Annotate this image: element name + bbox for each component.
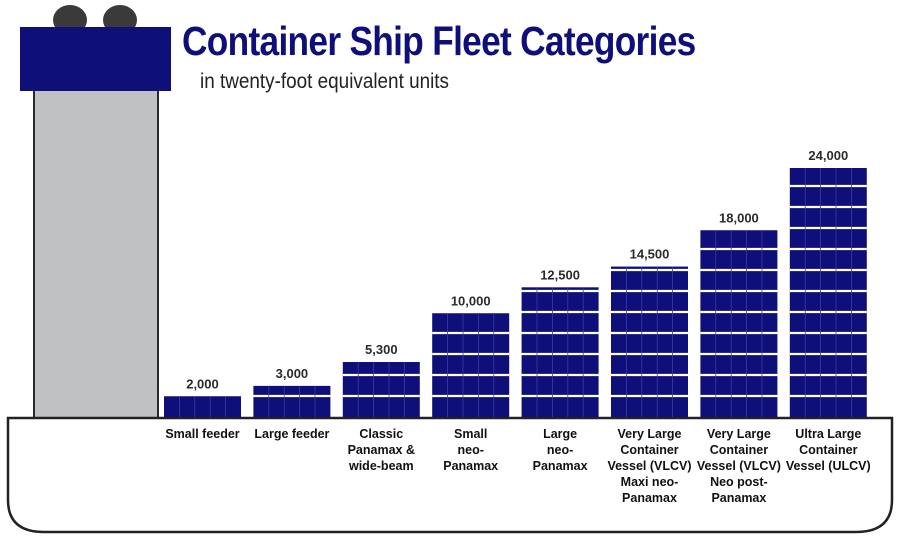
category-label-7: Ultra Large Container Vessel (ULCV)	[786, 427, 871, 473]
bar-3	[432, 313, 510, 417]
value-label-2: 5,300	[365, 342, 398, 357]
category-label-line: Maxi neo-	[621, 475, 679, 489]
bar-4	[521, 287, 599, 417]
bar-6	[700, 230, 778, 417]
category-label-line: Vessel (ULCV)	[786, 459, 871, 473]
category-label-line: Large	[543, 427, 577, 441]
bar-fill	[700, 230, 778, 417]
value-label-1: 3,000	[276, 366, 309, 381]
bar-fill	[253, 385, 331, 417]
value-label-7: 24,000	[808, 148, 848, 163]
category-label-line: Neo post-	[710, 475, 768, 489]
category-label-line: Panamax	[622, 491, 677, 505]
value-label-6: 18,000	[719, 210, 759, 225]
bar-fill	[432, 313, 510, 417]
bar-5	[611, 266, 688, 417]
category-label-4: Large neo- Panamax	[533, 427, 588, 473]
bars-group	[164, 168, 867, 417]
category-label-line: Small feeder	[165, 427, 239, 441]
ship-hull	[6, 416, 894, 534]
value-label-3: 10,000	[451, 293, 491, 308]
category-label-line: Small	[454, 427, 487, 441]
category-label-line: neo-	[547, 443, 573, 457]
category-label-line: Panamax	[533, 459, 588, 473]
category-label-5: Very Large Container Vessel (VLCV) Maxi neo…	[607, 427, 691, 505]
category-label-line: Container	[799, 443, 857, 457]
bar-fill	[521, 287, 599, 417]
chart-title: Container Ship Fleet Categories	[182, 18, 696, 64]
category-label-6: Very Large Container Vessel (VLCV) Neo post…	[697, 427, 781, 505]
smokestack	[33, 89, 159, 425]
category-label-line: Vessel (VLCV)	[697, 459, 781, 473]
value-label-5: 14,500	[630, 247, 670, 262]
bar-2	[342, 362, 420, 417]
category-label-line: Very Large	[707, 427, 771, 441]
value-label-0: 2,000	[186, 376, 219, 391]
category-label-line: Vessel (VLCV)	[607, 459, 691, 473]
category-label-0: Small feeder	[165, 427, 239, 441]
category-labels-group: Small feeder Large feeder Classic Panamax &…	[165, 427, 870, 505]
bar-0	[164, 396, 241, 417]
category-label-line: Container	[620, 443, 678, 457]
category-label-2: Classic Panamax & wide-beam	[348, 427, 415, 473]
bar-fill	[789, 168, 867, 417]
bar-fill	[342, 362, 420, 417]
category-label-line: Panamax	[443, 459, 498, 473]
category-label-line: Ultra Large	[795, 427, 861, 441]
bar-7	[789, 168, 867, 417]
category-label-3: Small neo- Panamax	[443, 427, 498, 473]
chart-subtitle: in twenty-foot equivalent units	[200, 70, 450, 93]
category-label-line: Very Large	[618, 427, 682, 441]
bar-fill	[611, 266, 688, 417]
category-label-line: wide-beam	[348, 459, 414, 473]
bar-1	[253, 385, 331, 417]
category-label-line: Large feeder	[254, 427, 329, 441]
bar-fill	[164, 396, 241, 417]
category-label-1: Large feeder	[254, 427, 329, 441]
category-label-line: neo-	[458, 443, 484, 457]
category-label-line: Classic	[359, 427, 403, 441]
funnel-band	[20, 27, 171, 91]
value-labels-group: 2,000 3,000 5,300 10,000 12,500 14,500 18,000 2…	[186, 148, 848, 391]
category-label-line: Panamax	[711, 491, 766, 505]
category-label-line: Panamax &	[348, 443, 415, 457]
category-label-line: Container	[710, 443, 768, 457]
value-label-4: 12,500	[540, 267, 580, 282]
